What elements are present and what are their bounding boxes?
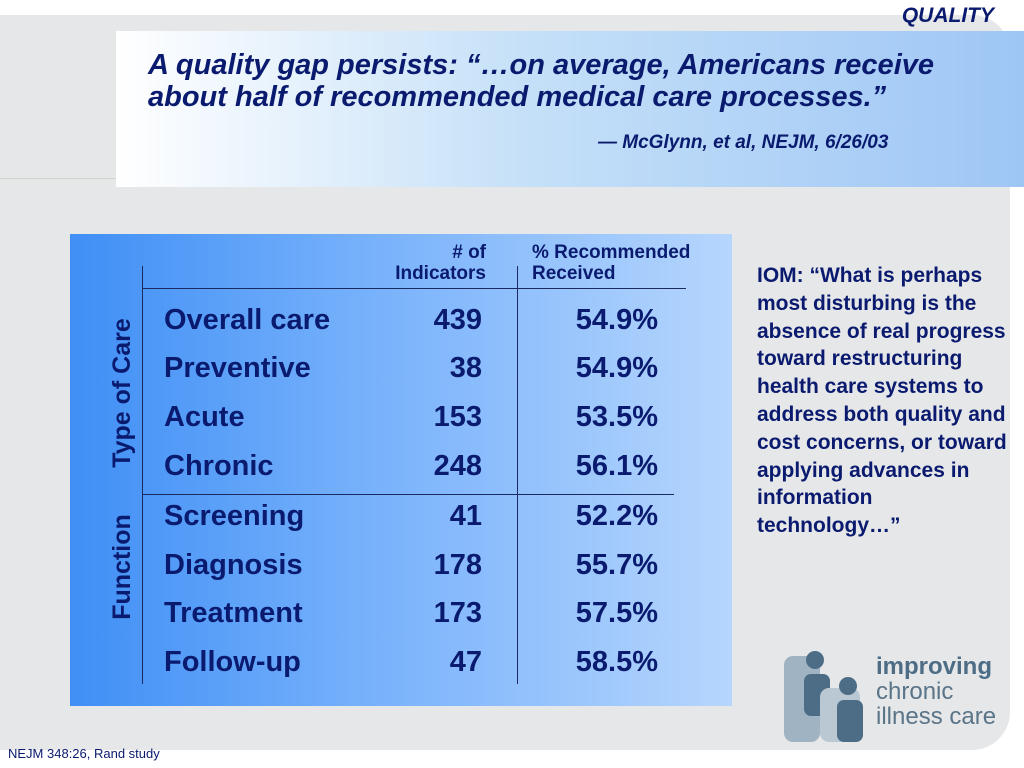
row-label: Preventive — [164, 352, 311, 384]
row-percent: 58.5% — [575, 646, 658, 678]
table-row: Treatment 173 57.5% — [164, 597, 664, 637]
row-percent: 54.9% — [575, 352, 658, 384]
row-label: Diagnosis — [164, 549, 303, 581]
row-percent: 57.5% — [575, 597, 658, 629]
group-rule — [142, 494, 674, 495]
row-label: Screening — [164, 500, 305, 532]
group-divider-line — [142, 266, 143, 684]
table-row: Chronic 248 56.1% — [164, 450, 664, 490]
row-label: Treatment — [164, 597, 303, 629]
results-table: # of Indicators % Recommended Received T… — [70, 234, 732, 706]
row-count: 38 — [449, 352, 482, 384]
column-divider-line — [517, 266, 518, 684]
row-label: Chronic — [164, 450, 274, 482]
row-percent: 54.9% — [575, 304, 658, 336]
column-header-percent-line1: % Recommended — [532, 242, 691, 263]
logo-figures-icon — [784, 651, 863, 742]
header-rule — [142, 288, 686, 289]
footnote: NEJM 348:26, Rand study — [8, 746, 160, 761]
table-row: Follow-up 47 58.5% — [164, 646, 664, 686]
table-row: Screening 41 52.2% — [164, 500, 664, 540]
table-row: Preventive 38 54.9% — [164, 352, 664, 392]
row-count: 248 — [433, 450, 482, 482]
row-label: Acute — [164, 401, 245, 433]
column-header-percent-line2: Received — [532, 263, 616, 284]
logo-line-3: illness care — [876, 703, 997, 730]
section-tag: QUALITY — [901, 4, 994, 27]
row-label: Overall care — [164, 304, 331, 336]
logo-line-2: chronic — [876, 678, 954, 705]
table-row: Overall care 439 54.9% — [164, 304, 664, 344]
row-percent: 56.1% — [575, 450, 658, 482]
row-count: 439 — [433, 304, 482, 336]
table-row: Diagnosis 178 55.7% — [164, 549, 664, 589]
quote-text: A quality gap persists: “…on average, Am… — [148, 49, 935, 113]
row-count: 41 — [449, 500, 482, 532]
column-header-indicators: # of Indicators — [376, 242, 486, 284]
row-count: 153 — [433, 401, 482, 433]
quote-citation: — McGlynn, et al, NEJM, 6/26/03 — [598, 132, 889, 153]
quote-box: A quality gap persists: “…on average, Am… — [116, 31, 1024, 187]
iom-quote: IOM: “What is perhaps most disturbing is… — [757, 264, 1007, 538]
logo: improving chronic illness care — [782, 648, 1022, 748]
column-header-indicators-line1: # of — [452, 242, 486, 263]
panel-divider — [0, 178, 118, 179]
logo-wordmark: improving chronic illness care — [876, 654, 996, 729]
group-label-type-of-care: Type of Care — [108, 318, 136, 468]
group-label-function: Function — [108, 514, 136, 620]
row-label: Follow-up — [164, 646, 301, 678]
row-count: 47 — [449, 646, 482, 678]
row-percent: 52.2% — [575, 500, 658, 532]
row-count: 178 — [433, 549, 482, 581]
row-count: 173 — [433, 597, 482, 629]
row-percent: 53.5% — [575, 401, 658, 433]
row-percent: 55.7% — [575, 549, 658, 581]
logo-line-1: improving — [876, 653, 993, 680]
column-header-percent: % Recommended Received — [532, 242, 732, 284]
table-row: Acute 153 53.5% — [164, 401, 664, 441]
column-header-indicators-line2: Indicators — [395, 263, 486, 284]
